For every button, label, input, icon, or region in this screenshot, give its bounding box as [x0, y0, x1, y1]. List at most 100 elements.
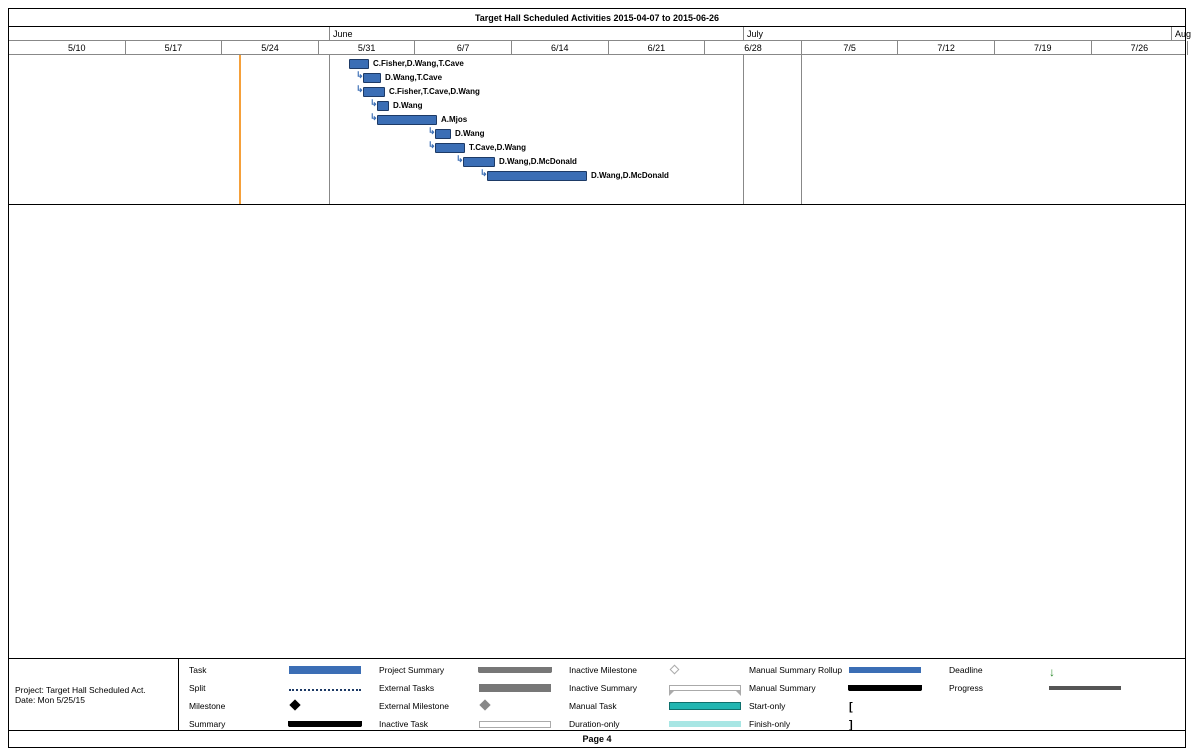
legend-swatch [849, 667, 921, 673]
gantt-page: Target Hall Scheduled Activities 2015-04… [8, 8, 1186, 748]
legend-item: Finish-only] [749, 717, 865, 731]
gantt-bar[interactable] [435, 129, 451, 139]
legend-label: Milestone [189, 701, 289, 711]
legend-swatch [479, 701, 551, 711]
gantt-bar[interactable] [363, 87, 385, 97]
dependency-arrow-icon: ↳ [370, 98, 378, 109]
legend-swatch [849, 685, 921, 691]
week-header-row: 5/105/175/245/316/76/146/216/287/57/127/… [9, 41, 1185, 55]
legend-swatch [479, 667, 551, 673]
legend-swatch [289, 701, 361, 711]
page-title: Target Hall Scheduled Activities 2015-04… [9, 9, 1185, 27]
dependency-arrow-icon: ↳ [456, 154, 464, 165]
dependency-arrow-icon: ↳ [356, 84, 364, 95]
week-label: 6/21 [609, 41, 706, 55]
week-label: 7/5 [802, 41, 899, 55]
legend-item: Task [189, 663, 361, 677]
week-label: 7/12 [898, 41, 995, 55]
legend-swatch [669, 702, 741, 710]
legend-swatch [669, 721, 741, 727]
gantt-bar[interactable] [463, 157, 495, 167]
legend-label: External Tasks [379, 683, 479, 693]
legend-label: Inactive Milestone [569, 665, 669, 675]
legend-label: Manual Task [569, 701, 669, 711]
legend-label: Manual Summary [749, 683, 849, 693]
gantt-bar[interactable] [363, 73, 381, 83]
gantt-bar-label: C.Fisher,D.Wang,T.Cave [373, 59, 464, 69]
legend-item: Summary [189, 717, 361, 731]
legend-label: Progress [949, 683, 1049, 693]
legend-item: Manual Summary [749, 681, 921, 695]
legend-item: External Milestone [379, 699, 551, 713]
dependency-arrow-icon: ↳ [428, 126, 436, 137]
gantt-bar[interactable] [377, 115, 437, 125]
legend-item: Progress [949, 681, 1121, 695]
legend-swatch [289, 689, 361, 691]
week-label: 7/19 [995, 41, 1092, 55]
month-divider [743, 55, 744, 204]
gantt-chart-area: C.Fisher,D.Wang,T.CaveD.Wang,T.Cave↳C.Fi… [9, 55, 1185, 205]
gantt-bar-label: C.Fisher,T.Cave,D.Wang [389, 87, 480, 97]
month-label: June [329, 27, 353, 41]
legend-area: Project: Target Hall Scheduled Act. Date… [9, 659, 1185, 731]
blank-area [9, 205, 1185, 659]
legend-swatch: ] [849, 719, 865, 729]
legend-item: Start-only[ [749, 699, 865, 713]
legend-swatch: ↓ [1049, 665, 1065, 675]
legend-item: Inactive Task [379, 717, 551, 731]
legend-item: Manual Task [569, 699, 741, 713]
gantt-bar-label: D.Wang [455, 129, 484, 139]
gantt-bar[interactable] [487, 171, 587, 181]
gantt-bar-label: T.Cave,D.Wang [469, 143, 526, 153]
legend-swatch [289, 721, 361, 727]
legend-item: Split [189, 681, 361, 695]
legend-label: Deadline [949, 665, 1049, 675]
legend-item: Inactive Milestone [569, 663, 741, 677]
legend-item: Manual Summary Rollup [749, 663, 921, 677]
month-label: Aug [1171, 27, 1191, 41]
legend-label: Inactive Task [379, 719, 479, 729]
legend-label: Project Summary [379, 665, 479, 675]
dependency-arrow-icon: ↳ [428, 140, 436, 151]
week-label: 5/31 [319, 41, 416, 55]
gantt-bar[interactable] [377, 101, 389, 111]
legend-label: Summary [189, 719, 289, 729]
legend-item: External Tasks [379, 681, 551, 695]
week-label: 6/14 [512, 41, 609, 55]
legend-swatch [669, 685, 741, 691]
gantt-bar[interactable] [435, 143, 465, 153]
legend-item: Inactive Summary [569, 681, 741, 695]
month-label: July [743, 27, 763, 41]
project-name-line: Project: Target Hall Scheduled Act. [15, 685, 172, 695]
legend-project-info: Project: Target Hall Scheduled Act. Date… [9, 659, 179, 730]
legend-item: Deadline↓ [949, 663, 1065, 677]
legend-label: Duration-only [569, 719, 669, 729]
legend-label: Split [189, 683, 289, 693]
legend-label: External Milestone [379, 701, 479, 711]
legend-item: Duration-only [569, 717, 741, 731]
legend-swatch [669, 665, 741, 675]
legend-label: Task [189, 665, 289, 675]
legend-label: Start-only [749, 701, 849, 711]
legend-swatch [479, 721, 551, 728]
legend-swatch [289, 666, 361, 674]
today-line [239, 55, 241, 204]
legend-swatch [1049, 686, 1121, 690]
week-label: 6/7 [415, 41, 512, 55]
gantt-bar-label: D.Wang [393, 101, 422, 111]
legend-grid: Task Project Summary Inactive Milestone Man… [179, 659, 1185, 730]
legend-item: Project Summary [379, 663, 551, 677]
legend-label: Finish-only [749, 719, 849, 729]
area-right-border [801, 55, 802, 204]
gantt-bar-label: A.Mjos [441, 115, 467, 125]
gantt-bar-label: D.Wang,D.McDonald [591, 171, 669, 181]
gantt-bar[interactable] [349, 59, 369, 69]
legend-swatch [479, 684, 551, 692]
dependency-arrow-icon: ↳ [370, 112, 378, 123]
project-date-line: Date: Mon 5/25/15 [15, 695, 172, 705]
week-label: 5/24 [222, 41, 319, 55]
legend-item: Milestone [189, 699, 361, 713]
month-divider [329, 55, 330, 204]
legend-swatch: [ [849, 701, 865, 711]
week-label: 7/26 [1092, 41, 1189, 55]
